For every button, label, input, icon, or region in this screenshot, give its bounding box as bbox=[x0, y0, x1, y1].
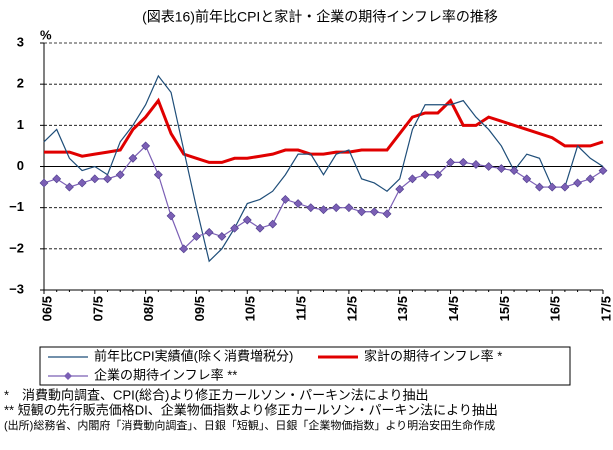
marker bbox=[293, 199, 303, 208]
marker bbox=[192, 232, 201, 241]
y-axis-label: % bbox=[40, 27, 52, 42]
marker bbox=[458, 157, 468, 167]
x-tick-label: 11/5 bbox=[294, 296, 309, 321]
marker bbox=[446, 157, 455, 167]
marker bbox=[433, 170, 443, 180]
marker bbox=[535, 182, 544, 192]
x-tick-label: 16/5 bbox=[548, 296, 563, 321]
marker bbox=[522, 174, 532, 184]
marker bbox=[484, 162, 494, 171]
x-tick-label: 09/5 bbox=[192, 296, 207, 321]
x-tick-label: 13/5 bbox=[395, 296, 410, 321]
marker bbox=[319, 205, 328, 215]
x-tick-label: 12/5 bbox=[344, 296, 359, 321]
marker bbox=[179, 244, 189, 254]
marker bbox=[357, 207, 367, 217]
legend-label: 企業の期待インフレ率 ** bbox=[94, 367, 237, 382]
marker bbox=[103, 174, 112, 184]
x-tick-label: 06/5 bbox=[39, 296, 54, 321]
marker bbox=[128, 153, 138, 163]
y-tick-label: −2 bbox=[9, 240, 24, 255]
y-tick-label: 0 bbox=[17, 158, 24, 173]
series-line bbox=[43, 74, 604, 263]
series-line bbox=[44, 97, 604, 164]
x-tick-label: 10/5 bbox=[243, 296, 258, 321]
marker bbox=[268, 219, 278, 229]
x-tick-label: 08/5 bbox=[141, 296, 156, 321]
marker bbox=[585, 174, 595, 184]
y-tick-label: −3 bbox=[9, 281, 24, 296]
marker bbox=[141, 141, 151, 151]
marker bbox=[153, 170, 163, 180]
chart-title: (図表16)前年比CPIと家計・企業の期待インフレ率の推移 bbox=[142, 9, 498, 25]
legend-label: 前年比CPI実績値(除く消費増税分) bbox=[94, 348, 293, 363]
x-tick-label: 15/5 bbox=[497, 296, 512, 321]
marker bbox=[306, 203, 316, 213]
marker bbox=[331, 203, 341, 213]
marker bbox=[382, 209, 392, 219]
marker bbox=[344, 203, 354, 213]
footnote: (出所)総務省、内閣府「消費動向調査」、日銀「短観」、日銀「企業物価指数」より明… bbox=[4, 418, 495, 432]
marker bbox=[560, 182, 570, 192]
marker bbox=[115, 170, 125, 180]
marker bbox=[166, 211, 176, 221]
marker bbox=[369, 207, 379, 217]
marker bbox=[77, 178, 87, 188]
marker bbox=[52, 174, 62, 184]
marker bbox=[395, 184, 405, 194]
marker bbox=[509, 166, 519, 176]
marker bbox=[39, 178, 49, 188]
x-tick-label: 17/5 bbox=[598, 296, 613, 321]
series-line bbox=[43, 144, 604, 250]
marker bbox=[547, 182, 557, 192]
x-tick-label: 14/5 bbox=[446, 296, 461, 321]
marker bbox=[255, 223, 265, 233]
x-tick-label: 07/5 bbox=[90, 296, 105, 321]
marker bbox=[217, 232, 227, 241]
y-tick-label: 1 bbox=[17, 117, 24, 132]
legend-label: 家計の期待インフレ率 * bbox=[364, 348, 502, 363]
marker bbox=[242, 215, 252, 225]
marker bbox=[64, 182, 74, 192]
legend-marker bbox=[64, 372, 72, 380]
legend-box bbox=[39, 346, 571, 386]
marker bbox=[420, 170, 430, 180]
marker bbox=[598, 166, 608, 176]
marker bbox=[408, 174, 417, 184]
y-tick-label: −1 bbox=[9, 199, 24, 214]
footnote: ** 短観の先行販売価格DI、企業物価指数より修正カールソン・パーキン法により抽… bbox=[4, 402, 498, 417]
footnote: * 消費動向調査、CPI(総合)より修正カールソン・パーキン法により抽出 bbox=[4, 387, 428, 402]
y-tick-label: 2 bbox=[17, 76, 24, 91]
marker bbox=[496, 164, 506, 173]
marker bbox=[280, 195, 290, 204]
marker bbox=[204, 227, 214, 237]
marker bbox=[90, 174, 100, 184]
marker bbox=[573, 178, 583, 188]
y-tick-label: 3 bbox=[17, 34, 24, 49]
marker bbox=[230, 223, 239, 233]
marker bbox=[471, 160, 481, 169]
